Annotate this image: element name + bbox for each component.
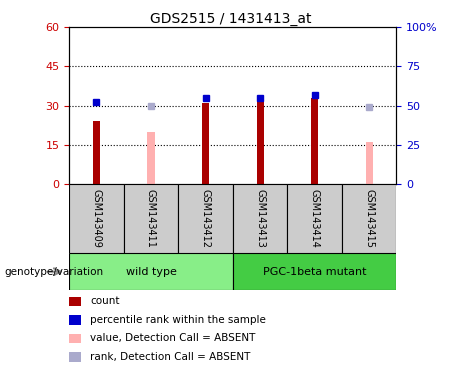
- Text: PGC-1beta mutant: PGC-1beta mutant: [263, 266, 366, 277]
- Text: percentile rank within the sample: percentile rank within the sample: [90, 315, 266, 325]
- Bar: [342, 184, 396, 253]
- Text: rank, Detection Call = ABSENT: rank, Detection Call = ABSENT: [90, 352, 250, 362]
- Text: GSM143413: GSM143413: [255, 189, 265, 248]
- Bar: [233, 184, 287, 253]
- Bar: [148, 132, 154, 184]
- Text: GSM143414: GSM143414: [310, 189, 319, 248]
- Bar: [311, 98, 318, 184]
- Bar: [202, 103, 209, 184]
- Bar: [287, 184, 342, 253]
- Bar: [124, 184, 178, 253]
- Bar: [233, 253, 396, 290]
- Text: GSM143411: GSM143411: [146, 189, 156, 248]
- Text: count: count: [90, 296, 119, 306]
- Bar: [256, 98, 264, 184]
- Bar: [69, 184, 124, 253]
- Bar: [93, 121, 100, 184]
- Text: GSM143409: GSM143409: [91, 189, 101, 248]
- Bar: [366, 142, 373, 184]
- Bar: [178, 184, 233, 253]
- Bar: [69, 253, 233, 290]
- Text: GSM143412: GSM143412: [201, 189, 211, 248]
- Text: value, Detection Call = ABSENT: value, Detection Call = ABSENT: [90, 333, 255, 343]
- Text: genotype/variation: genotype/variation: [5, 266, 104, 277]
- Text: GDS2515 / 1431413_at: GDS2515 / 1431413_at: [150, 12, 311, 25]
- Text: wild type: wild type: [125, 266, 177, 277]
- Text: GSM143415: GSM143415: [364, 189, 374, 248]
